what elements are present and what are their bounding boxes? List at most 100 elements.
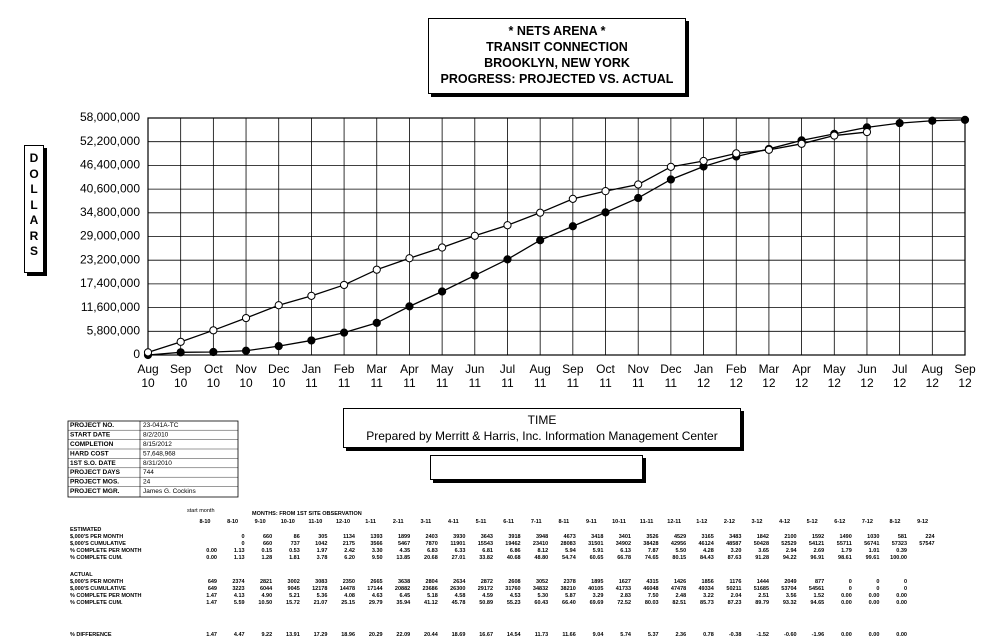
data-point (274, 301, 283, 310)
table-cell: 1.81 (289, 555, 300, 561)
table-cell: 31501 (588, 541, 604, 547)
table-cell: 2374 (232, 579, 245, 585)
y-tick-label: 17,400,000 (80, 276, 140, 290)
x-tick-label: Mar 12 (758, 362, 780, 390)
row-label: % COMPLETE CUM. (70, 555, 123, 561)
column-header: 9-10 (254, 519, 266, 525)
y-tick-label: 0 (133, 347, 140, 361)
table-cell: 56741 (864, 541, 880, 547)
table-cell: 2100 (784, 534, 797, 540)
table-cell: 2378 (563, 579, 576, 585)
table-cell: 86 (293, 534, 300, 540)
table-cell: 93.32 (782, 600, 797, 606)
series-line (147, 119, 966, 356)
column-header: 9-11 (586, 519, 597, 525)
column-header: 10-11 (612, 519, 626, 525)
table-cell: 94.65 (810, 600, 825, 606)
table-cell: 2.83 (620, 593, 631, 599)
table-cell: 55.23 (506, 600, 521, 606)
table-cell: 4.58 (454, 593, 466, 599)
y-tick-label: 29,000,000 (80, 229, 140, 243)
table-cell: 660 (263, 534, 273, 540)
x-tick-label: May 11 (430, 362, 454, 390)
table-cell: 33.82 (479, 555, 493, 561)
table-cell: 41733 (615, 586, 631, 592)
table-cell: 19462 (505, 541, 521, 547)
column-header: 8-11 (558, 519, 570, 525)
table-cell: 3.56 (785, 593, 797, 599)
table-cell: 7870 (425, 541, 438, 547)
table-cell: 2634 (453, 579, 466, 585)
table-cell: 11901 (450, 541, 466, 547)
table-heading: MONTHS: FROM 1ST SITE OBSERVATION (252, 511, 362, 517)
table-cell: 74.65 (644, 555, 659, 561)
table-cell: 2821 (259, 579, 273, 585)
table-cell: 0 (848, 579, 852, 585)
table-cell: 4673 (563, 534, 576, 540)
table-cell: 1.28 (261, 555, 273, 561)
table-cell: 2.04 (730, 593, 742, 599)
table-cell: 60.43 (534, 600, 549, 606)
data-point (470, 271, 479, 280)
x-tick-label: Mar 11 (366, 362, 388, 390)
table-cell: 1444 (756, 579, 769, 585)
table-cell: 5.94 (565, 548, 576, 554)
data-point (601, 208, 610, 217)
table-cell: 3948 (535, 534, 549, 540)
x-tick-label: Jan 11 (301, 362, 322, 390)
info-label: PROJECT MOS. (70, 479, 119, 486)
table-cell: 40105 (588, 586, 604, 592)
column-header: 9-12 (917, 519, 929, 525)
table-cell: 649 (207, 579, 217, 585)
table-cell: 2.36 (675, 632, 687, 638)
table-cell: 23410 (532, 541, 549, 547)
x-axis-title: TIME (527, 413, 557, 427)
table-cell: 23686 (422, 586, 438, 592)
data-point (307, 336, 316, 345)
data-point (634, 180, 643, 189)
table-cell: 649 (207, 586, 217, 592)
data-point (176, 337, 185, 346)
table-cell: 4.63 (371, 593, 383, 599)
table-cell: 5.36 (316, 593, 328, 599)
table-cell: 57323 (891, 541, 907, 547)
info-label: 1ST S.O. DATE (70, 460, 116, 467)
table-cell: 47478 (670, 586, 687, 592)
data-point (960, 115, 970, 124)
y-tick-label: 23,200,000 (80, 252, 140, 266)
table-cell: 20.44 (424, 632, 438, 638)
table-cell: 3930 (453, 534, 466, 540)
table-cell: 22.09 (396, 632, 411, 638)
table-heading: start month (187, 508, 215, 514)
table-cell: 7.50 (647, 593, 659, 599)
section-title: ACTUAL (70, 572, 93, 578)
chart-title: BROOKLYN, NEW YORK (484, 56, 630, 70)
table-cell: 3418 (591, 534, 604, 540)
data-point (536, 236, 545, 245)
table-cell: 224 (925, 534, 935, 540)
table-cell: 50428 (753, 541, 769, 547)
column-header: 3-11 (420, 519, 432, 525)
data-point (699, 156, 708, 166)
data-point (209, 326, 218, 335)
column-header: 6-11 (503, 519, 514, 525)
table-cell: 2804 (425, 579, 438, 585)
table-cell: 98.61 (838, 555, 852, 561)
table-cell: 1490 (839, 534, 852, 540)
data-point (634, 193, 643, 203)
table-cell: 48587 (726, 541, 742, 547)
chart-title: * NETS ARENA * (508, 24, 606, 38)
table-cell: 28083 (560, 541, 576, 547)
table-cell: 18.69 (451, 632, 466, 638)
table-cell: 87.63 (727, 555, 742, 561)
table-cell: 0 (848, 586, 852, 592)
table-cell: 6.13 (620, 548, 631, 554)
table-cell: 50.89 (479, 600, 493, 606)
column-header: 11-11 (639, 519, 654, 525)
row-label: $,000'S PER MONTH (70, 579, 124, 585)
table-cell: 45.78 (451, 600, 466, 606)
table-cell: 3526 (646, 534, 659, 540)
data-point (307, 291, 316, 300)
table-cell: 35.94 (396, 600, 411, 606)
x-tick-label: Oct 10 (204, 362, 223, 390)
